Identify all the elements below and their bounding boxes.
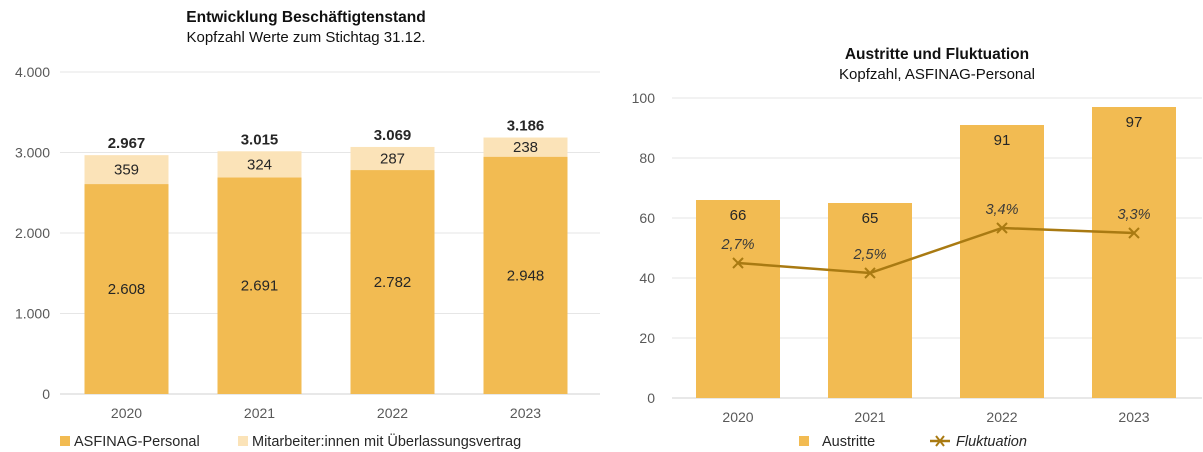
bar-asfinag-2022 (350, 170, 435, 394)
left-chart-title: Entwicklung Beschäftigtenstand (186, 9, 425, 26)
label-asfinag-2021: 2.691 (241, 278, 279, 295)
label-asfinag-2023: 2.948 (507, 267, 545, 284)
right-xtick-2022: 2022 (986, 409, 1017, 425)
legend-swatch-austritte (799, 436, 809, 446)
left-ytick-label: 4.000 (15, 64, 50, 80)
left-ytick-label: 3.000 (15, 145, 50, 161)
legend-label-leased-staff: Mitarbeiter:innen mit Überlassungsvertra… (252, 432, 521, 450)
label-total-2022: 3.069 (374, 127, 412, 144)
right-ytick-label: 0 (647, 390, 655, 406)
bar-asfinag-2021 (217, 177, 302, 394)
right-chart-title: Austritte und Fluktuation (845, 46, 1029, 63)
legend-label-fluktuation: Fluktuation (956, 434, 1027, 450)
bar-austritte-2022 (960, 125, 1044, 398)
right-ytick-label: 40 (639, 270, 655, 286)
label-leased-2022: 287 (380, 150, 405, 167)
label-leased-2020: 359 (114, 162, 139, 179)
left-ytick-label: 1.000 (15, 306, 50, 322)
legend-swatch-asfinag (60, 436, 70, 446)
bar-asfinag-2020 (84, 184, 169, 394)
legend-label-austritte: Austritte (822, 434, 875, 450)
label-fluktuation-2022: 3,4% (985, 202, 1018, 218)
right-xtick-2023: 2023 (1118, 409, 1149, 425)
left-legend: ASFINAG-Personal Mitarbeiter:innen mit Ü… (60, 432, 521, 450)
legend-label-asfinag: ASFINAG-Personal (74, 434, 200, 450)
label-austritte-2022: 91 (994, 132, 1011, 149)
label-total-2023: 3.186 (507, 118, 545, 135)
right-ytick-label: 80 (639, 150, 655, 166)
right-ytick-label: 60 (639, 210, 655, 226)
left-ytick-label: 2.000 (15, 225, 50, 241)
fluktuation-marker-2021 (864, 267, 876, 279)
bar-leased-2021 (217, 151, 302, 178)
fluktuation-marker-2023 (1128, 227, 1140, 239)
left-xtick-2020: 2020 (111, 405, 142, 421)
label-total-2021: 3.015 (241, 131, 279, 148)
right-legend: Austritte Fluktuation (799, 434, 1027, 450)
left-ytick-label: 0 (42, 386, 50, 402)
label-leased-2023: 238 (513, 139, 538, 156)
fluktuation-line (737, 226, 1135, 275)
bar-austritte-2020 (696, 200, 780, 398)
bar-asfinag-2023 (483, 156, 568, 394)
label-asfinag-2020: 2.608 (108, 281, 146, 298)
bar-austritte-2023 (1092, 107, 1176, 398)
left-chart-subtitle: Kopfzahl Werte zum Stichtag 31.12. (186, 29, 425, 46)
bar-leased-2020 (84, 155, 169, 185)
label-fluktuation-2021: 2,5% (852, 247, 886, 263)
right-chart-subtitle: Kopfzahl, ASFINAG-Personal (839, 66, 1035, 83)
left-xtick-2021: 2021 (244, 405, 275, 421)
bar-leased-2023 (483, 137, 568, 157)
label-austritte-2020: 66 (730, 207, 747, 224)
label-austritte-2021: 65 (862, 210, 879, 227)
label-asfinag-2022: 2.782 (374, 274, 412, 291)
employee-count-chart: Entwicklung Beschäftigtenstand Kopfzahl … (15, 9, 600, 450)
left-xtick-2022: 2022 (377, 405, 408, 421)
label-austritte-2023: 97 (1126, 114, 1143, 131)
label-fluktuation-2020: 2,7% (720, 237, 754, 253)
right-xtick-2020: 2020 (722, 409, 753, 425)
label-leased-2021: 324 (247, 156, 272, 173)
fluktuation-marker-2022 (996, 222, 1008, 234)
fluktuation-marker-2020 (732, 257, 744, 269)
label-total-2020: 2.967 (108, 135, 146, 152)
right-xtick-2021: 2021 (854, 409, 885, 425)
legend-swatch-leased-staff (238, 436, 248, 446)
bar-leased-2022 (350, 146, 435, 171)
right-ytick-label: 100 (632, 90, 656, 106)
left-xtick-2023: 2023 (510, 405, 541, 421)
departures-fluctuation-chart: Austritte und Fluktuation Kopfzahl, ASFI… (632, 46, 1202, 450)
bar-austritte-2021 (828, 203, 912, 398)
legend-marker-fluktuation (935, 435, 945, 447)
label-fluktuation-2023: 3,3% (1117, 207, 1150, 223)
right-ytick-label: 20 (639, 330, 655, 346)
